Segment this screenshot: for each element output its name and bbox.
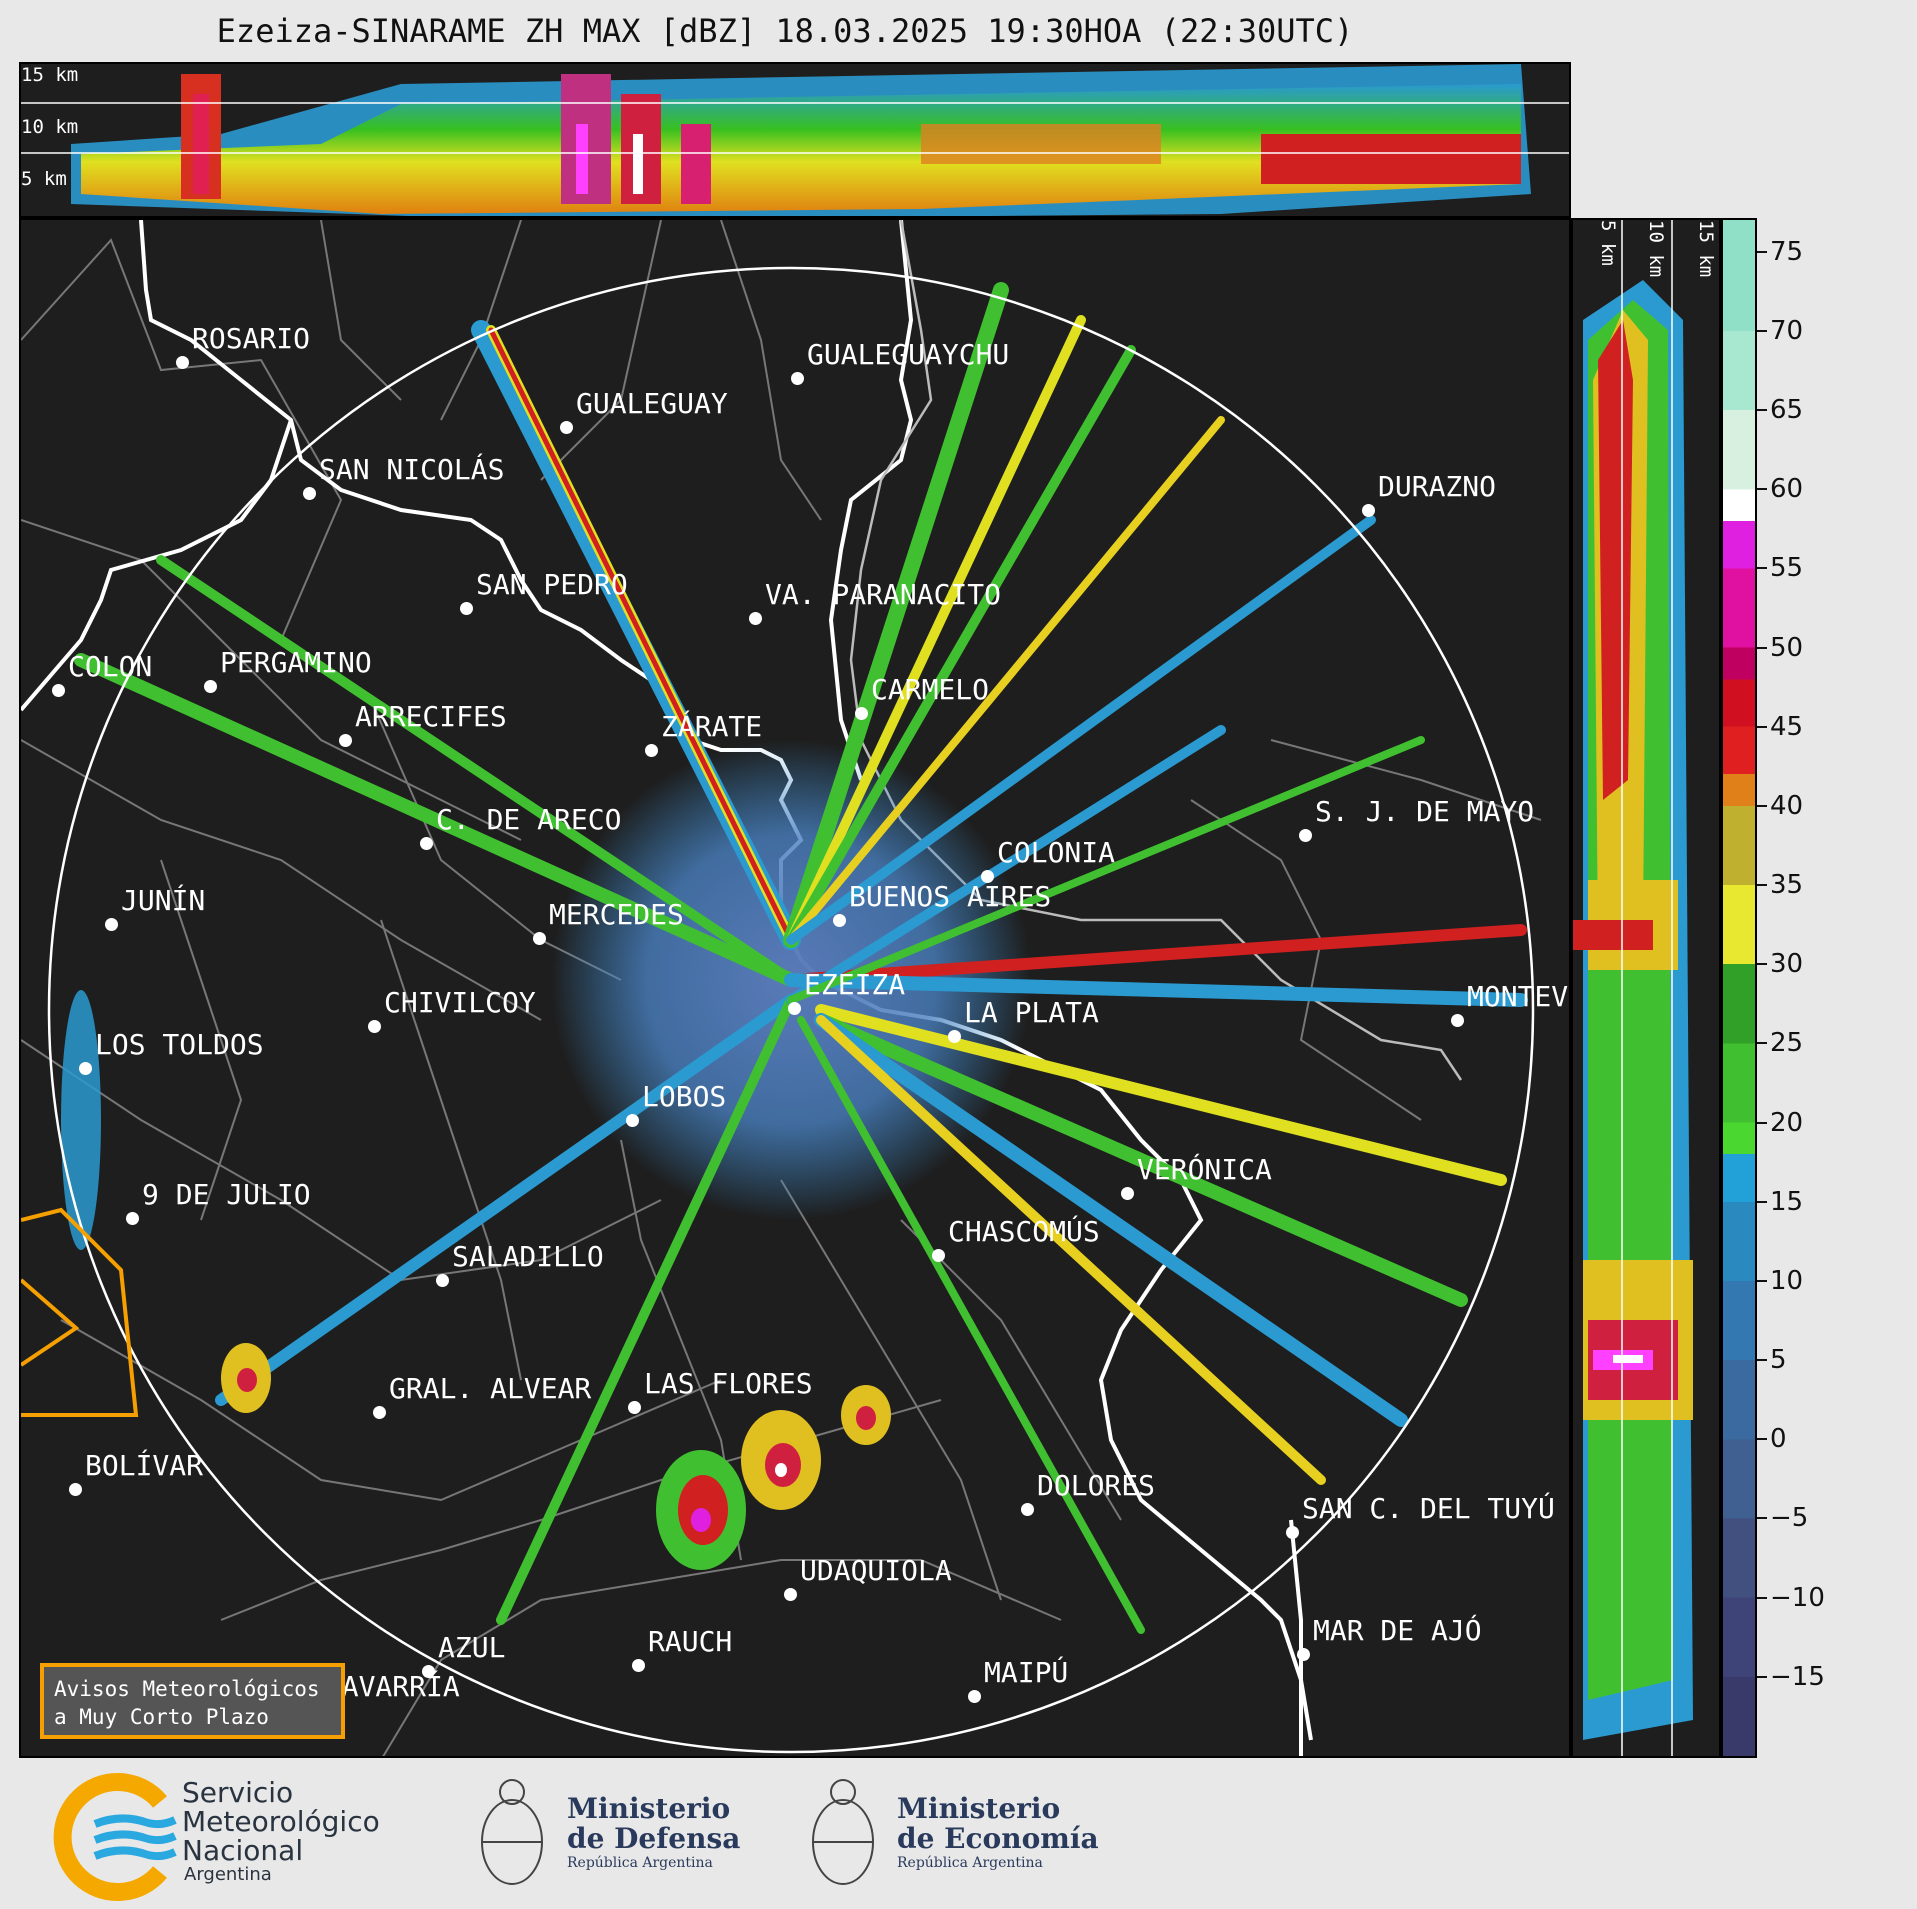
smn-logo-text: Servicio Meteorológico Nacional Argentin…	[182, 1776, 380, 1885]
map-title: Ezeiza-SINARAME ZH MAX [dBZ] 18.03.2025 …	[216, 12, 1354, 50]
colorbar-tick-label: 60	[1770, 474, 1804, 505]
colorbar-tick-label: 30	[1770, 949, 1804, 980]
side-profile-echoes	[1573, 220, 1693, 1756]
colorbar-tick-mark	[1757, 488, 1767, 491]
colorbar-tick-label: 5	[1770, 1345, 1787, 1376]
coat-of-arms-economia-icon	[812, 1779, 874, 1885]
coat-of-arms-defensa-icon	[481, 1779, 543, 1885]
colorbar-tick-mark	[1757, 250, 1767, 253]
short-term-warnings-notice[interactable]: Avisos Meteorológicos a Muy Corto Plazo	[40, 1663, 345, 1739]
colorbar-tick-mark	[1757, 804, 1767, 807]
radar-map[interactable]: ROSARIO GUALEGUAYCHU GUALEGUAY SAN NICOL…	[19, 218, 1571, 1758]
colorbar-tick-label: 15	[1770, 1186, 1804, 1217]
colorbar-tick-mark	[1757, 884, 1767, 887]
colorbar-tick-label: 10	[1770, 1265, 1804, 1296]
colorbar-tick-label: 75	[1770, 236, 1804, 267]
colorbar-tick-mark	[1757, 1042, 1767, 1045]
side-height-label-10: 10 km	[1645, 220, 1667, 278]
colorbar-tick-mark	[1757, 725, 1767, 728]
top-height-label-10: 10 km	[21, 116, 79, 138]
ministerio-economia-logo-text: Ministerio de Economía República Argenti…	[897, 1792, 1099, 1872]
colorbar-tick-label: 65	[1770, 395, 1804, 426]
colorbar-tick-label: 20	[1770, 1107, 1804, 1138]
colorbar-tick-mark	[1757, 1279, 1767, 1282]
side-height-profile: 5 km 10 km 15 km	[1571, 218, 1721, 1758]
colorbar-tick-mark	[1757, 329, 1767, 332]
colorbar-tick-label: 45	[1770, 711, 1804, 742]
colorbar-tick-mark	[1757, 409, 1767, 412]
colorbar-tick-mark	[1757, 1438, 1767, 1441]
top-height-label-5: 5 km	[21, 168, 67, 190]
colorbar-tick-mark	[1757, 567, 1767, 570]
top-height-profile: 15 km 10 km 5 km	[19, 62, 1571, 218]
warning-polygon	[21, 1207, 139, 1417]
colorbar-tick-mark	[1757, 1596, 1767, 1599]
notice-line-2: a Muy Corto Plazo	[54, 1705, 269, 1729]
footer-logos	[0, 1762, 1917, 1909]
colorbar-tick-label: 35	[1770, 870, 1804, 901]
colorbar-tick-label: 0	[1770, 1424, 1787, 1455]
colorbar-tick-mark	[1757, 1359, 1767, 1362]
colorbar-tick-label: 50	[1770, 632, 1804, 663]
colorbar-tick-label: 55	[1770, 553, 1804, 584]
colorbar-tick-mark	[1757, 1517, 1767, 1520]
colorbar-tick-mark	[1757, 963, 1767, 966]
range-ring	[47, 266, 1535, 1754]
colorbar-tick-mark	[1757, 1200, 1767, 1203]
colorbar-tick-label: 25	[1770, 1028, 1804, 1059]
radar-beams	[74, 282, 1528, 1634]
admin-boundaries	[21, 220, 1542, 1756]
colorbar-tick-label: 40	[1770, 790, 1804, 821]
colorbar-tick-mark	[1757, 646, 1767, 649]
side-height-label-5: 5 km	[1597, 220, 1619, 266]
colorbar-tick-label: 70	[1770, 315, 1804, 346]
colorbar-tick-mark	[1757, 1121, 1767, 1124]
top-profile-echoes	[21, 64, 1569, 216]
smn-logo-icon	[53, 1773, 177, 1901]
colorbar-tick-label: −10	[1770, 1582, 1825, 1613]
colorbar-tick-label: −5	[1770, 1503, 1809, 1534]
reflectivity-colorbar	[1721, 218, 1757, 1758]
colorbar-tick-mark	[1757, 1675, 1767, 1678]
side-height-label-15: 15 km	[1695, 220, 1717, 278]
top-height-label-15: 15 km	[21, 64, 79, 86]
radar-map-graphics	[21, 220, 1542, 1756]
notice-line-1: Avisos Meteorológicos	[54, 1677, 320, 1701]
colorbar-tick-label: −15	[1770, 1661, 1825, 1692]
ministerio-defensa-logo-text: Ministerio de Defensa República Argentin…	[567, 1792, 741, 1872]
